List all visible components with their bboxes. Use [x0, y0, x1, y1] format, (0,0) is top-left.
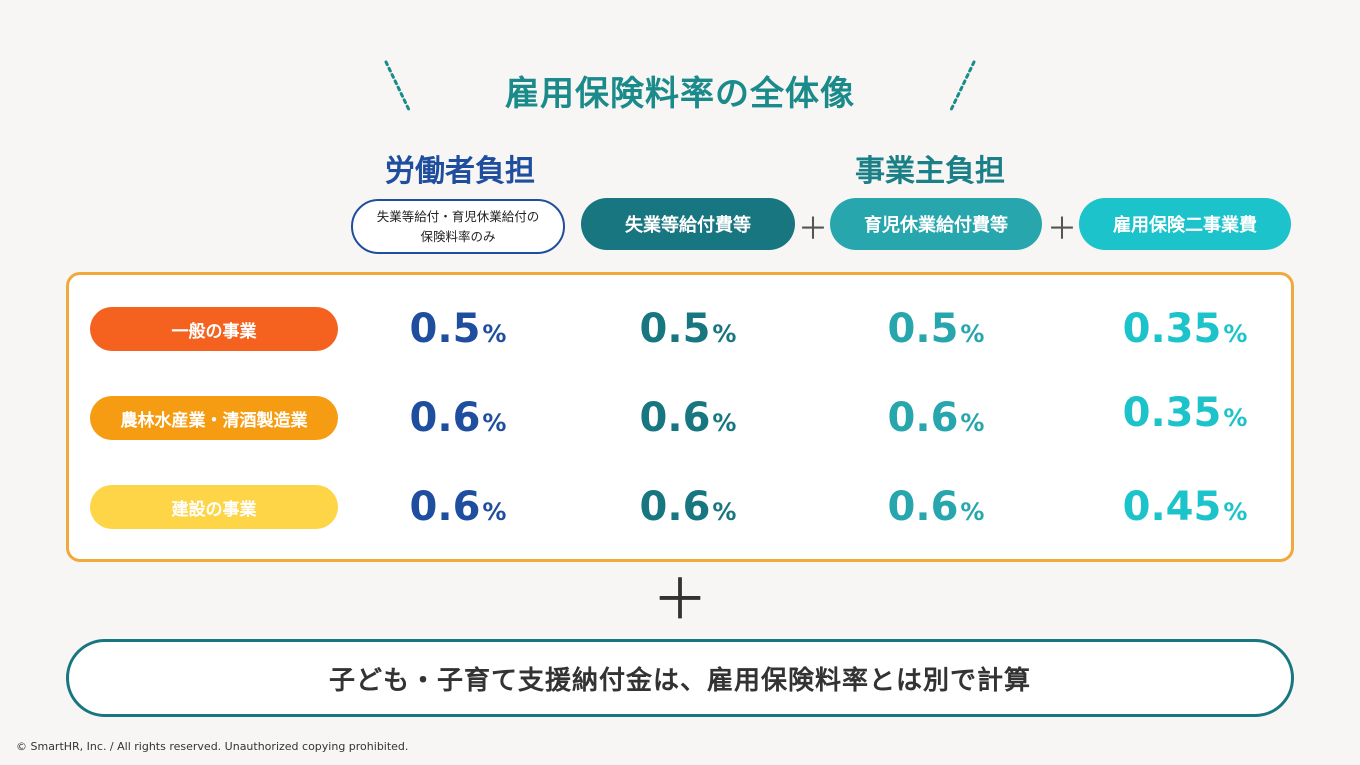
rate-unit: %	[482, 409, 507, 437]
rate-number: 0.6	[639, 395, 711, 441]
row-label-general: 一般の事業	[90, 307, 338, 351]
rate-number: 0.5	[887, 306, 959, 352]
rate-unit: %	[482, 498, 507, 526]
rate-number: 0.6	[409, 395, 481, 441]
employer-share-label: 事業主負担	[855, 154, 1005, 189]
rate-unit: %	[960, 409, 985, 437]
rate-value: 0.6%	[836, 395, 1036, 441]
rate-number: 0.5	[639, 306, 711, 352]
rate-unit: %	[1223, 498, 1248, 526]
rate-number: 0.35	[1122, 306, 1222, 352]
worker-share-label: 労働者負担	[385, 154, 535, 189]
rate-number: 0.45	[1122, 484, 1222, 530]
rate-value: 0.45%	[1085, 484, 1285, 530]
plus-icon: ＋	[798, 212, 828, 247]
rate-number: 0.6	[887, 395, 959, 441]
worker-note-pill: 失業等給付・育児休業給付の 保険料率のみ	[351, 199, 565, 254]
rate-number: 0.5	[409, 306, 481, 352]
rate-number: 0.6	[409, 484, 481, 530]
rate-number: 0.6	[639, 484, 711, 530]
rate-value: 0.35%	[1085, 306, 1285, 352]
rate-value: 0.6%	[358, 395, 558, 441]
rate-value: 0.6%	[588, 484, 788, 530]
rate-value: 0.6%	[836, 484, 1036, 530]
rate-unit: %	[482, 320, 507, 348]
rate-unit: %	[712, 498, 737, 526]
accent-dashes-right-icon	[948, 60, 976, 114]
header-two-projects: 雇用保険二事業費	[1079, 198, 1291, 250]
worker-note-line1: 失業等給付・育児休業給付の	[376, 208, 540, 224]
rate-number: 0.35	[1122, 390, 1222, 436]
header-unemployment-benefits: 失業等給付費等	[581, 198, 795, 250]
child-support-note: 子ども・子育て支援納付金は、雇用保険料率とは別で計算	[66, 639, 1294, 717]
rate-unit: %	[712, 409, 737, 437]
rate-unit: %	[960, 498, 985, 526]
copyright-notice: © SmartHR, Inc. / All rights reserved. U…	[16, 740, 409, 753]
rate-value: 0.5%	[358, 306, 558, 352]
rate-unit: %	[1223, 404, 1248, 432]
rate-unit: %	[1223, 320, 1248, 348]
rate-value: 0.5%	[836, 306, 1036, 352]
rate-value: 0.5%	[588, 306, 788, 352]
page-title: 雇用保険料率の全体像	[505, 74, 855, 114]
plus-icon: ＋	[652, 568, 708, 633]
rate-value: 0.6%	[358, 484, 558, 530]
accent-dashes-left-icon	[384, 60, 412, 114]
plus-icon: ＋	[1047, 212, 1077, 247]
rate-unit: %	[712, 320, 737, 348]
worker-note-line2: 保険料率のみ	[420, 228, 496, 244]
rate-number: 0.6	[887, 484, 959, 530]
row-label-agriculture-sake: 農林水産業・清酒製造業	[90, 396, 338, 440]
rate-value: 0.35%	[1085, 390, 1285, 436]
rate-value: 0.6%	[588, 395, 788, 441]
row-label-construction: 建設の事業	[90, 485, 338, 529]
header-childcare-benefits: 育児休業給付費等	[830, 198, 1042, 250]
rate-unit: %	[960, 320, 985, 348]
